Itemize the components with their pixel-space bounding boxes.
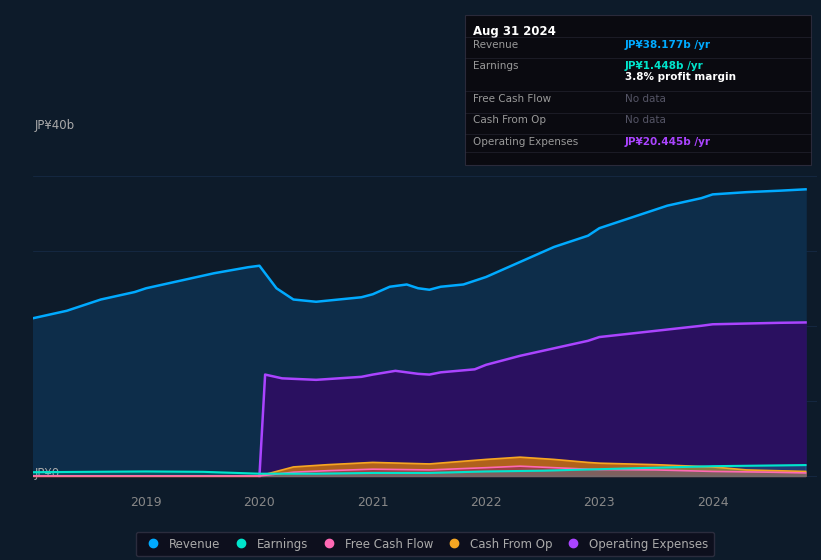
Text: 3.8% profit margin: 3.8% profit margin (625, 72, 736, 82)
Text: Operating Expenses: Operating Expenses (473, 137, 578, 147)
Text: No data: No data (625, 115, 666, 125)
Text: JP¥1.448b /yr: JP¥1.448b /yr (625, 61, 704, 71)
Text: JP¥20.445b /yr: JP¥20.445b /yr (625, 137, 711, 147)
Text: Cash From Op: Cash From Op (473, 115, 546, 125)
Legend: Revenue, Earnings, Free Cash Flow, Cash From Op, Operating Expenses: Revenue, Earnings, Free Cash Flow, Cash … (135, 531, 714, 557)
Text: JP¥40b: JP¥40b (34, 119, 75, 132)
Text: Earnings: Earnings (473, 61, 518, 71)
Text: Revenue: Revenue (473, 40, 518, 50)
Text: JP¥38.177b /yr: JP¥38.177b /yr (625, 40, 711, 50)
Text: Aug 31 2024: Aug 31 2024 (473, 25, 556, 38)
Text: No data: No data (625, 94, 666, 104)
Text: Free Cash Flow: Free Cash Flow (473, 94, 551, 104)
Text: JP¥0: JP¥0 (34, 468, 60, 480)
